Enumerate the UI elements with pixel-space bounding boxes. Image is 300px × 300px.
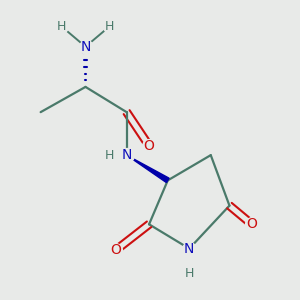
Text: N: N [80,40,91,54]
Text: N: N [184,242,194,256]
Text: H: H [184,267,194,280]
Polygon shape [127,155,169,183]
Text: O: O [144,139,154,153]
Text: H: H [105,20,115,33]
Text: H: H [105,148,115,162]
Text: H: H [56,20,66,33]
Text: O: O [246,217,257,231]
Text: O: O [110,244,121,257]
Text: N: N [122,148,132,162]
